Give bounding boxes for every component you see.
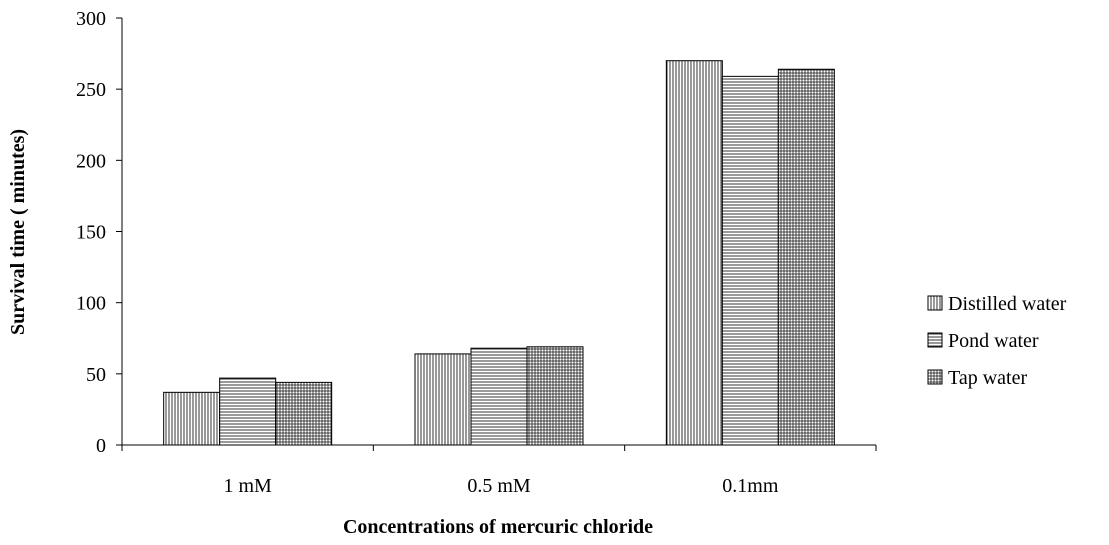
legend-swatch (927, 332, 943, 348)
legend: Distilled water Pond water Tap water (927, 293, 1067, 389)
x-tick-label: 0.1mm (722, 475, 779, 497)
y-tick-label: 300 (76, 8, 106, 30)
x-axis-label: Concentrations of mercuric chloride (343, 516, 653, 538)
legend-label: Tap water (948, 367, 1027, 389)
bar (721, 75, 779, 446)
y-tick-label: 200 (76, 150, 106, 172)
x-tick-label: 1 mM (223, 475, 272, 497)
legend-label: Distilled water (948, 293, 1067, 315)
y-tick-label: 100 (76, 293, 106, 315)
legend-label: Pond water (948, 330, 1039, 352)
bar (470, 347, 528, 446)
bar (275, 381, 333, 446)
y-axis-label: Survival time ( minutes) (7, 129, 29, 335)
y-tick-label: 150 (76, 222, 106, 244)
y-tick-label: 50 (86, 364, 106, 386)
bar (526, 346, 584, 446)
labels: 0 50 100 150 200 250 300 1 mM 0.5 mM 0.1mm (76, 8, 779, 497)
bar (414, 353, 472, 446)
bar (219, 377, 277, 446)
bar (665, 60, 723, 446)
y-tick-label: 250 (76, 79, 106, 101)
legend-swatch (927, 295, 943, 311)
bar (777, 68, 835, 446)
y-tick-label: 0 (96, 435, 106, 457)
legend-swatch (927, 369, 943, 385)
x-tick-label: 0.5 mM (467, 475, 531, 497)
bars (163, 60, 835, 446)
bar (163, 391, 221, 446)
